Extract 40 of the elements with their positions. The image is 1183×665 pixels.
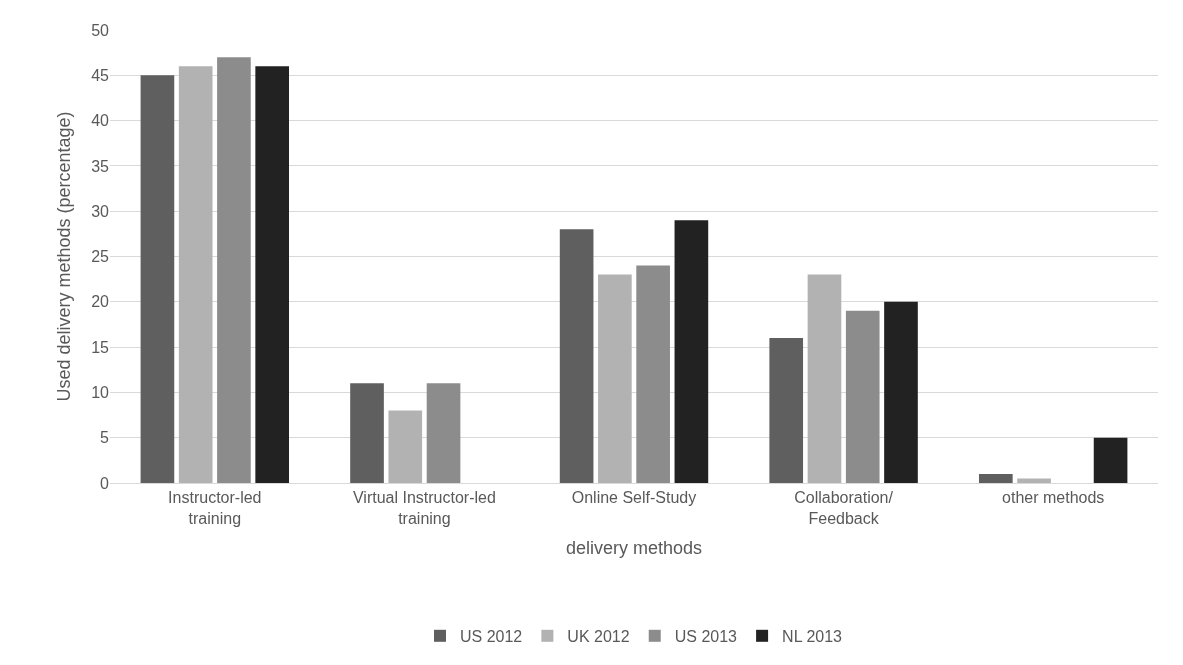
y-axis-title: Used delivery methods (percentage) xyxy=(54,111,75,402)
bar xyxy=(598,274,632,483)
y-tick-label: 15 xyxy=(91,338,110,356)
x-tick-label: Virtual Instructor-led training xyxy=(352,489,496,527)
y-tick-label: 5 xyxy=(100,429,110,447)
legend-label: US 2012 xyxy=(460,628,523,646)
y-tick-label: 25 xyxy=(91,248,110,266)
bar xyxy=(350,383,384,483)
bar xyxy=(1093,437,1128,483)
bar xyxy=(807,274,842,483)
x-axis-title: delivery methods xyxy=(565,538,703,559)
bar xyxy=(769,338,804,483)
bar xyxy=(636,265,670,483)
bar xyxy=(559,229,594,483)
bar xyxy=(140,75,175,483)
bar xyxy=(978,473,1013,483)
y-tick-label: 50 xyxy=(91,21,110,39)
bar xyxy=(178,66,213,483)
y-tick-label: 40 xyxy=(91,112,110,130)
bar xyxy=(255,66,290,483)
y-tick-label: 45 xyxy=(91,66,110,84)
y-tick-label: 0 xyxy=(100,474,110,492)
y-tick-label: 10 xyxy=(91,384,110,401)
bar xyxy=(674,220,709,483)
bar xyxy=(388,410,423,483)
bar xyxy=(845,310,880,483)
y-tick-label: 35 xyxy=(91,157,110,175)
legend-label: US 2013 xyxy=(674,628,738,646)
y-tick-label: 20 xyxy=(91,293,110,311)
bar xyxy=(1017,478,1051,483)
legend-label: NL 2013 xyxy=(782,628,843,646)
bar xyxy=(217,57,251,483)
bar xyxy=(884,301,918,483)
x-tick-label: Collaboration/ Feedback xyxy=(794,489,894,527)
legend-label: UK 2012 xyxy=(567,628,630,646)
x-tick-label: Instructor-led training xyxy=(168,489,262,527)
x-tick-label: Online Self-Study xyxy=(571,489,697,507)
bar xyxy=(426,383,461,483)
x-tick-label: other methods xyxy=(1002,489,1105,507)
y-tick-label: 30 xyxy=(91,202,110,220)
